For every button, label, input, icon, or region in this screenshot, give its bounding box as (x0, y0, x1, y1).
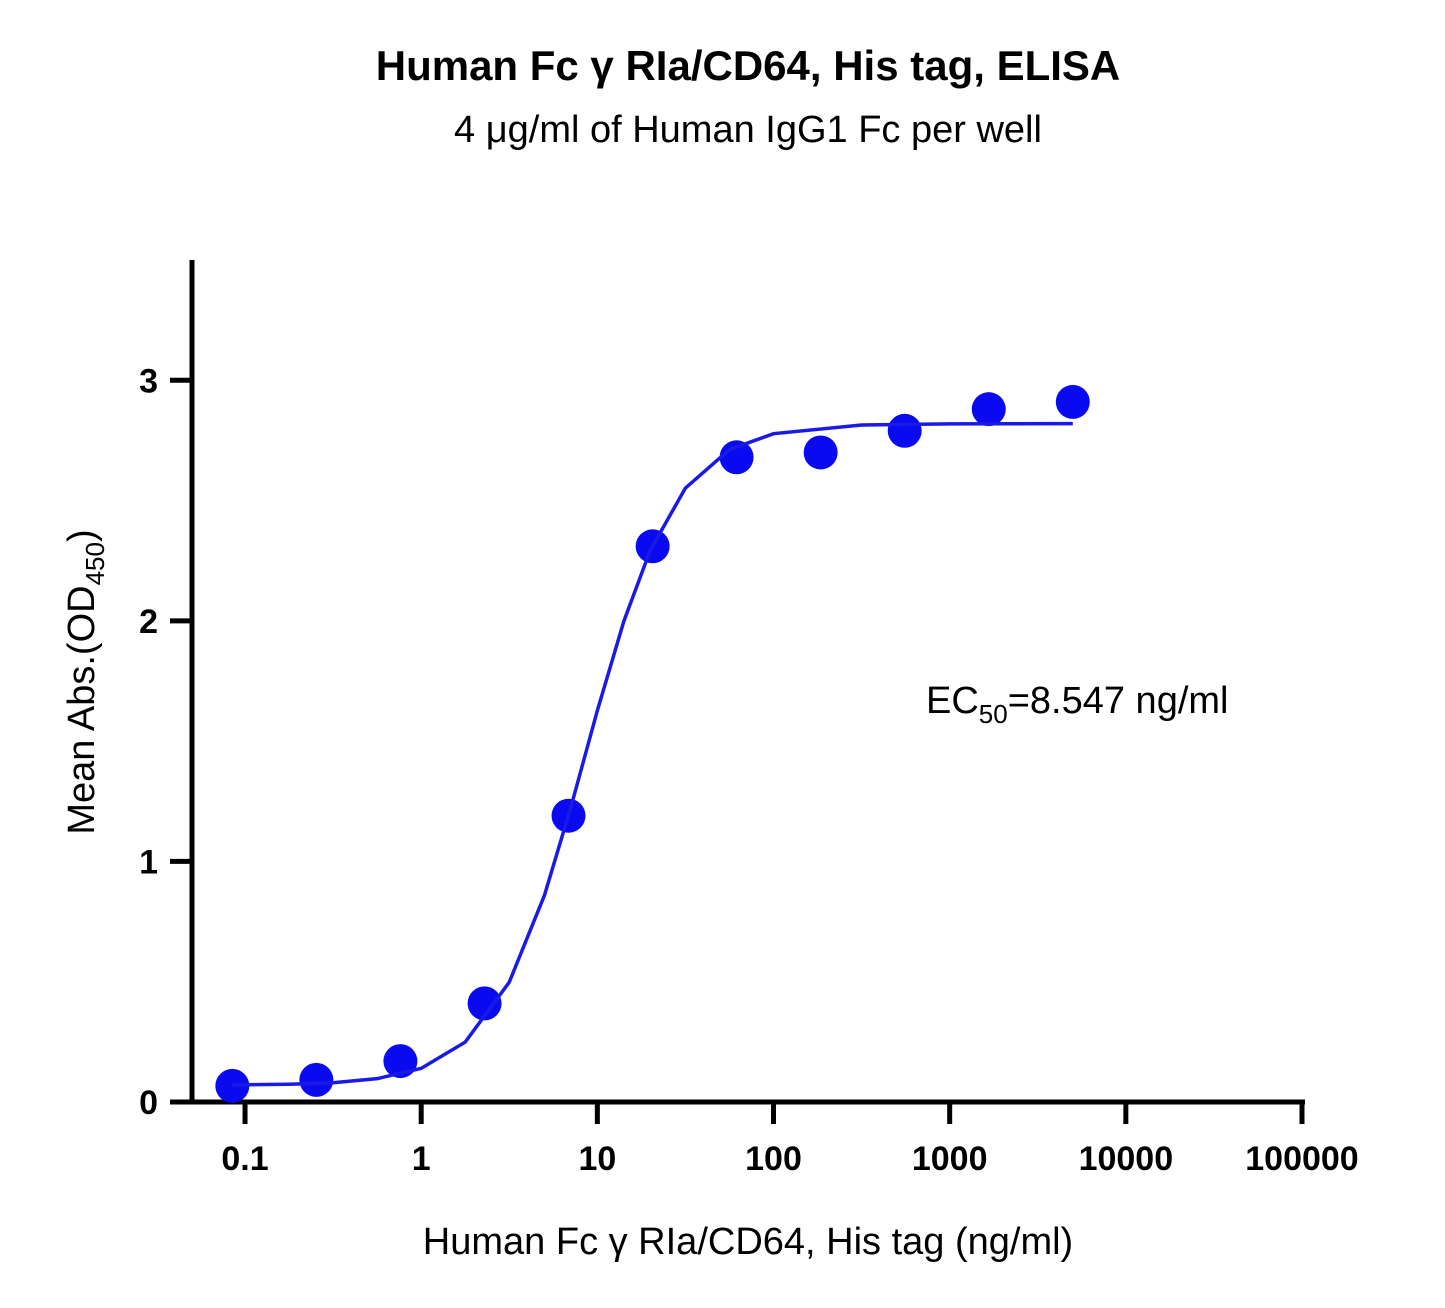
y-tick-label: 3 (139, 362, 158, 400)
annotation-end: =8.547 ng/ml (1008, 680, 1229, 722)
x-tick-label: 10000 (1079, 1140, 1174, 1178)
x-tick-label: 0.1 (221, 1140, 268, 1178)
y-tick-label: 2 (139, 603, 158, 641)
y-tick-label: 1 (139, 843, 158, 881)
x-tick-label: 1 (412, 1140, 431, 1178)
data-point (1055, 384, 1090, 419)
data-point (215, 1068, 250, 1103)
annotation-subscript: 50 (979, 699, 1008, 729)
y-axis-label: Mean Abs.(OD450) (61, 529, 110, 834)
chart-title: Human Fc γ RIa/CD64, His tag, ELISA (376, 42, 1121, 89)
annotation-text: EC (926, 680, 979, 722)
annotation: EC50=8.547 ng/ml (926, 680, 1228, 729)
data-point (299, 1062, 334, 1097)
chart-subtitle: 4 μg/ml of Human IgG1 Fc per well (454, 109, 1042, 151)
y-label-text: Mean Abs.(OD (61, 585, 103, 834)
x-axis-label: Human Fc γ RIa/CD64, His tag (ng/ml) (423, 1221, 1073, 1263)
fit-curve (232, 421, 1073, 1087)
y-label-subscript: 450 (80, 542, 110, 585)
x-tick-label: 1000 (912, 1140, 988, 1178)
x-tick-label: 10 (578, 1140, 616, 1178)
data-point (887, 413, 922, 448)
data-point (803, 435, 838, 470)
x-tick-label: 100 (745, 1140, 802, 1178)
y-tick-label: 0 (139, 1084, 158, 1122)
data-point (467, 986, 502, 1021)
x-tick-label: 100000 (1245, 1140, 1358, 1178)
y-label-end: ) (61, 529, 103, 542)
data-point (971, 392, 1006, 427)
